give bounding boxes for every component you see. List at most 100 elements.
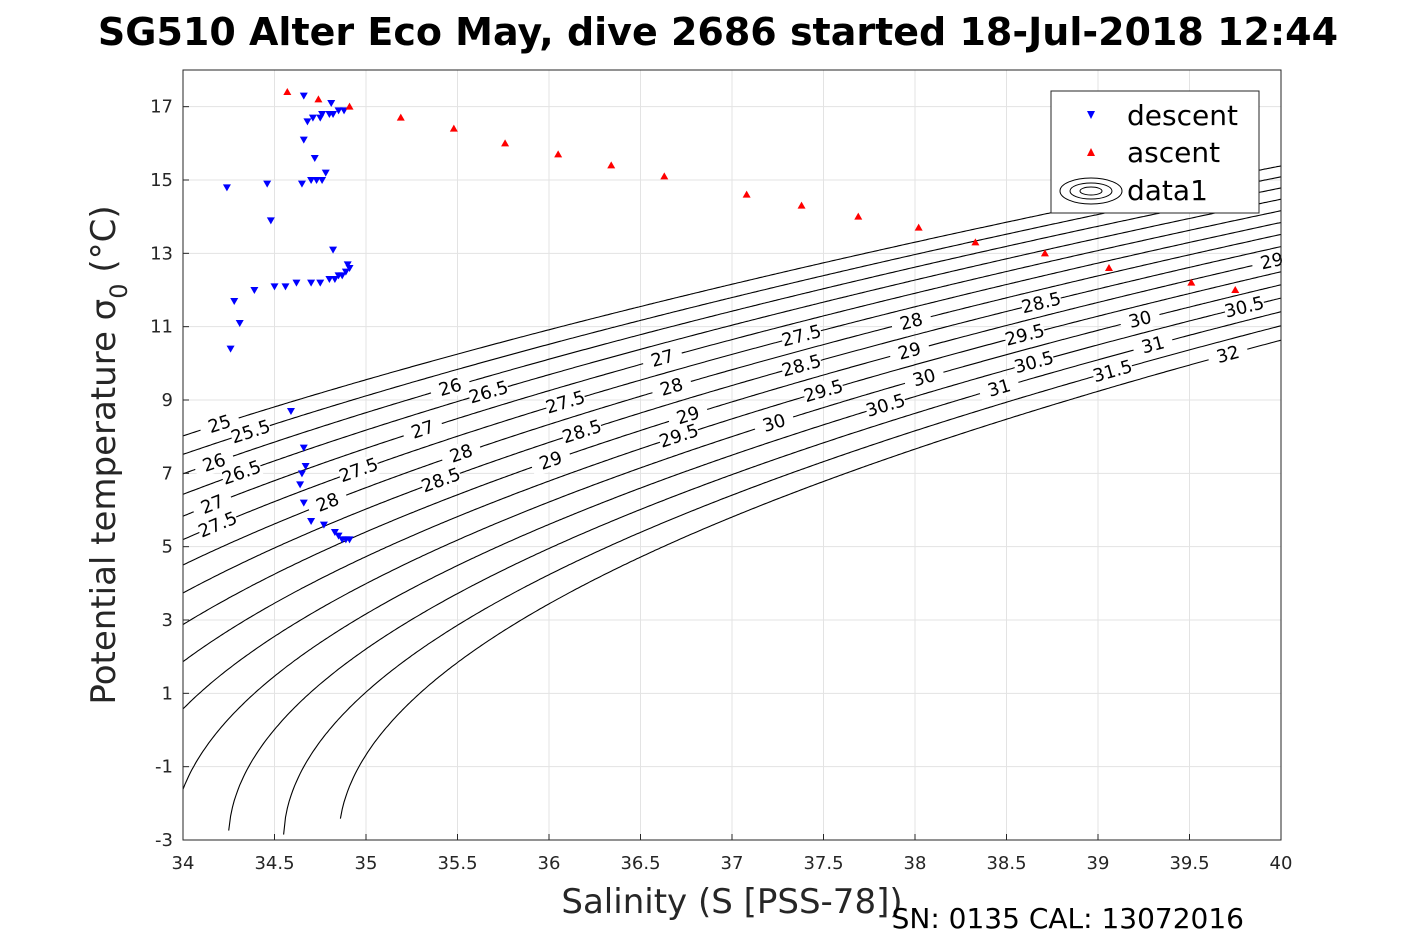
ascent-point bbox=[971, 238, 980, 246]
descent-point bbox=[318, 111, 327, 118]
y-tick-label: 11 bbox=[150, 317, 173, 338]
contour-label-gap bbox=[528, 444, 574, 477]
ascent-point bbox=[1040, 249, 1049, 257]
ascent-point bbox=[314, 95, 323, 103]
ascent-point bbox=[660, 172, 669, 180]
y-tick-label: 15 bbox=[150, 170, 173, 191]
x-tick-label: 34 bbox=[172, 853, 195, 874]
descent-point bbox=[292, 279, 301, 287]
descent-point bbox=[310, 155, 319, 162]
contour-label-gap bbox=[656, 420, 702, 452]
descent-point bbox=[266, 217, 275, 225]
contour-label-gap bbox=[902, 362, 947, 393]
descent-point bbox=[316, 114, 325, 122]
contour-label-gap bbox=[305, 485, 350, 520]
x-tick-label: 39 bbox=[1087, 853, 1110, 874]
contour-label-gap bbox=[1206, 339, 1250, 370]
contour-label-gap bbox=[1250, 246, 1294, 276]
x-tick-label: 36 bbox=[538, 853, 561, 874]
ascent-point bbox=[345, 102, 354, 110]
descent-point bbox=[345, 265, 354, 272]
y-tick-label: 9 bbox=[162, 390, 173, 411]
descent-point bbox=[329, 246, 338, 254]
descent-point bbox=[299, 136, 308, 144]
contour-label-gap bbox=[977, 372, 1022, 404]
descent-point bbox=[299, 444, 308, 452]
x-tick-label: 37 bbox=[721, 853, 744, 874]
contour-label-gap bbox=[1019, 288, 1064, 318]
contour-label-gap bbox=[779, 321, 824, 351]
isopycnal-line bbox=[183, 198, 1281, 495]
ascent-point bbox=[742, 190, 751, 198]
isopycnal-line bbox=[183, 233, 1281, 566]
contour-label-gap bbox=[190, 487, 235, 522]
descent-point bbox=[327, 100, 336, 107]
legend-ascent-marker bbox=[1087, 148, 1095, 156]
contour-label-gap bbox=[1131, 330, 1175, 360]
descent-point bbox=[330, 529, 339, 536]
chart-title: SG510 Alter Eco May, dive 2686 started 1… bbox=[98, 10, 1338, 54]
descent-point bbox=[301, 463, 310, 470]
descent-point bbox=[307, 518, 316, 525]
contour-label-gap bbox=[779, 350, 824, 381]
descent-point bbox=[307, 177, 316, 184]
descent-point bbox=[297, 470, 306, 478]
ascent-point bbox=[797, 201, 806, 209]
ascent-point bbox=[396, 113, 405, 121]
contour-label-gap bbox=[438, 437, 484, 470]
contour-label-gap bbox=[228, 416, 273, 448]
descent-point bbox=[308, 114, 317, 122]
x-tick-label: 35.5 bbox=[437, 853, 477, 874]
y-tick-label: 7 bbox=[162, 463, 173, 484]
x-tick-label: 39.5 bbox=[1169, 853, 1209, 874]
descent-point bbox=[334, 107, 343, 115]
x-tick-label: 35 bbox=[355, 853, 378, 874]
isopycnal-line bbox=[339, 339, 1281, 819]
descent-point bbox=[312, 177, 321, 184]
x-tick-label: 34.5 bbox=[254, 853, 294, 874]
descent-point bbox=[281, 283, 290, 291]
descent-point bbox=[318, 177, 327, 184]
data-points bbox=[222, 88, 1240, 544]
descent-point bbox=[235, 320, 244, 327]
contour-label-gap bbox=[559, 415, 605, 448]
legend-contour-label: data1 bbox=[1127, 174, 1208, 207]
y-tick-label: 17 bbox=[150, 97, 173, 118]
descent-point bbox=[263, 180, 272, 188]
descent-point bbox=[321, 169, 330, 177]
isopycnal-line bbox=[183, 258, 1281, 626]
ascent-point bbox=[854, 212, 863, 220]
ascent-point bbox=[554, 150, 563, 158]
descent-point bbox=[303, 118, 312, 126]
calibration-footer: SN: 0135 CAL: 13072016 bbox=[892, 902, 1244, 935]
contour-label-gap bbox=[197, 408, 242, 440]
legend-contour-marker bbox=[1059, 177, 1123, 205]
y-axis-label: Potential temperature σ0 (°C) bbox=[84, 205, 133, 704]
contour-label-gap bbox=[752, 407, 797, 439]
descent-point bbox=[299, 499, 308, 507]
legend: descent ascent data1 bbox=[1050, 90, 1260, 214]
descent-point bbox=[250, 287, 259, 294]
descent-point bbox=[316, 279, 325, 287]
descent-point bbox=[270, 283, 279, 291]
isopycnal-line bbox=[183, 176, 1281, 455]
x-tick-label: 38.5 bbox=[986, 853, 1026, 874]
contour-label-gap bbox=[1002, 320, 1047, 350]
contour-label-gap bbox=[1012, 347, 1056, 378]
descent-point bbox=[325, 276, 334, 283]
descent-point bbox=[325, 111, 334, 118]
descent-point bbox=[297, 180, 306, 188]
x-tick-label: 40 bbox=[1270, 853, 1293, 874]
descent-point bbox=[307, 279, 316, 287]
contour-label-gap bbox=[801, 375, 846, 407]
contour-label-gap bbox=[640, 343, 685, 374]
y-tick-label: 3 bbox=[162, 610, 173, 631]
descent-point bbox=[222, 184, 231, 192]
descent-point bbox=[330, 276, 339, 283]
y-axis-label-unit: (°C) bbox=[84, 205, 124, 283]
contour-label-gap bbox=[219, 456, 264, 489]
descent-point bbox=[334, 532, 343, 540]
